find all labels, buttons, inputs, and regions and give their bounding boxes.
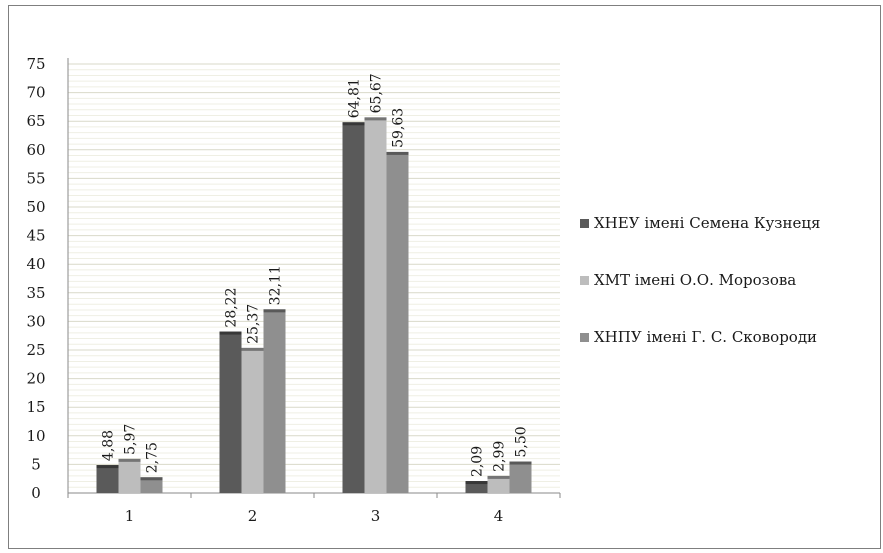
data-label: 65,67 [369, 73, 385, 113]
legend-label: ХНПУ імені Г. С. Сковороди [594, 328, 817, 346]
y-tick-label: 55 [26, 169, 45, 187]
data-label: 2,75 [145, 442, 161, 473]
legend-swatch [580, 276, 589, 285]
bar [96, 465, 119, 493]
bar-top-edge [386, 151, 409, 155]
data-label: 32,11 [268, 265, 284, 305]
y-tick-label: 50 [26, 198, 45, 216]
bar [219, 331, 242, 493]
y-tick-label: 0 [31, 484, 41, 502]
data-label: 28,22 [224, 287, 240, 327]
data-label: 4,88 [101, 430, 117, 461]
data-label: 5,97 [123, 424, 139, 455]
y-tick-label: 45 [26, 227, 45, 245]
y-tick-label: 60 [26, 141, 45, 159]
bar [241, 347, 264, 493]
bar-top-edge [96, 465, 119, 469]
bar-top-edge [487, 475, 510, 479]
y-tick-label: 5 [31, 455, 41, 473]
y-tick-label: 15 [26, 398, 45, 416]
legend-swatch [580, 219, 589, 228]
data-label: 2,99 [492, 441, 508, 472]
legend-swatch [580, 333, 589, 342]
data-label: 64,81 [347, 78, 363, 118]
bar-top-edge [364, 117, 387, 121]
y-tick-label: 35 [26, 284, 45, 302]
data-labels: 4,88 5,97 2,75 28,22 25,37 32,11 64,81 65,67 59,… [101, 73, 530, 477]
x-tick-label: 4 [494, 507, 504, 525]
bar-top-edge [465, 481, 488, 485]
bar [509, 461, 532, 493]
y-tick-label: 70 [26, 84, 45, 102]
y-tick-label: 20 [26, 370, 45, 388]
x-tick-label: 3 [371, 507, 381, 525]
gridlines [68, 63, 560, 494]
legend: ХНЕУ імені Семена Кузнеця ХМТ імені О.О. … [580, 214, 820, 346]
x-tick-label: 1 [125, 507, 135, 525]
bar-top-edge [509, 461, 532, 465]
y-tick-label: 40 [26, 255, 45, 273]
bar [263, 309, 286, 493]
data-label: 5,50 [514, 426, 530, 457]
bar-top-edge [118, 458, 141, 462]
x-tick-label: 2 [248, 507, 258, 525]
bar [364, 117, 387, 493]
axes: 0 5 10 15 20 25 30 35 40 45 50 55 60 65 70 75 1 2 3 4 [26, 55, 561, 525]
y-tick-label: 10 [26, 427, 45, 445]
bar-top-edge [140, 477, 163, 481]
data-label: 25,37 [246, 304, 262, 344]
bar [342, 122, 365, 493]
bar-top-edge [219, 331, 242, 335]
bar [465, 481, 488, 493]
y-tick-label: 65 [26, 112, 45, 130]
bar-top-edge [263, 309, 286, 313]
bar-top-edge [342, 122, 365, 126]
data-label: 59,63 [391, 108, 407, 148]
bar-top-edge [241, 347, 264, 351]
data-label: 2,09 [470, 446, 486, 477]
bars [96, 117, 532, 494]
y-tick-label: 25 [26, 341, 45, 359]
bar [487, 475, 510, 493]
bar [140, 477, 163, 493]
legend-label: ХМТ імені О.О. Морозова [594, 271, 796, 289]
legend-label: ХНЕУ імені Семена Кузнеця [594, 214, 820, 232]
bar [386, 151, 409, 494]
y-tick-label: 30 [26, 312, 45, 330]
bar [118, 458, 141, 493]
y-tick-label: 75 [26, 55, 45, 73]
